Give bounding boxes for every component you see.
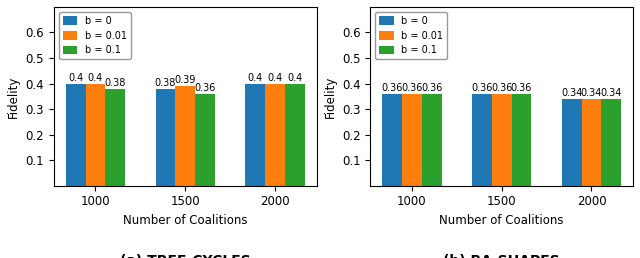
Text: 0.38: 0.38: [104, 78, 126, 88]
Bar: [175, 86, 195, 186]
Text: 0.36: 0.36: [401, 83, 422, 93]
Bar: [265, 84, 285, 186]
Bar: [402, 94, 422, 186]
Legend: b = 0, b = 0.01, b = 0.1: b = 0, b = 0.01, b = 0.1: [59, 12, 131, 59]
Text: 0.4: 0.4: [68, 72, 83, 83]
Bar: [195, 94, 215, 186]
Bar: [492, 94, 511, 186]
Bar: [582, 99, 602, 186]
Bar: [106, 89, 125, 186]
Text: 0.36: 0.36: [421, 83, 442, 93]
X-axis label: Number of Coalitions: Number of Coalitions: [123, 214, 248, 227]
Bar: [156, 89, 175, 186]
Text: 0.4: 0.4: [248, 72, 263, 83]
Bar: [245, 84, 265, 186]
Y-axis label: Fidelity: Fidelity: [323, 75, 337, 118]
Bar: [511, 94, 531, 186]
Bar: [422, 94, 442, 186]
Text: (b) BA-SHAPES: (b) BA-SHAPES: [444, 254, 560, 258]
Y-axis label: Fidelity: Fidelity: [7, 75, 20, 118]
Text: 0.36: 0.36: [381, 83, 403, 93]
Bar: [285, 84, 305, 186]
Text: 0.38: 0.38: [155, 78, 176, 88]
Bar: [602, 99, 621, 186]
Text: 0.34: 0.34: [561, 88, 582, 98]
X-axis label: Number of Coalitions: Number of Coalitions: [440, 214, 564, 227]
Text: 0.39: 0.39: [175, 75, 196, 85]
Bar: [86, 84, 106, 186]
Legend: b = 0, b = 0.01, b = 0.1: b = 0, b = 0.01, b = 0.1: [375, 12, 447, 59]
Bar: [562, 99, 582, 186]
Text: 0.4: 0.4: [287, 72, 302, 83]
Text: 0.4: 0.4: [88, 72, 103, 83]
Bar: [382, 94, 402, 186]
Text: 0.36: 0.36: [195, 83, 216, 93]
Text: 0.36: 0.36: [471, 83, 493, 93]
Text: 0.4: 0.4: [268, 72, 283, 83]
Text: 0.36: 0.36: [511, 83, 532, 93]
Bar: [66, 84, 86, 186]
Text: (a) TREE-CYCLES: (a) TREE-CYCLES: [120, 254, 251, 258]
Bar: [472, 94, 492, 186]
Text: 0.34: 0.34: [581, 88, 602, 98]
Text: 0.36: 0.36: [491, 83, 513, 93]
Text: 0.34: 0.34: [600, 88, 622, 98]
